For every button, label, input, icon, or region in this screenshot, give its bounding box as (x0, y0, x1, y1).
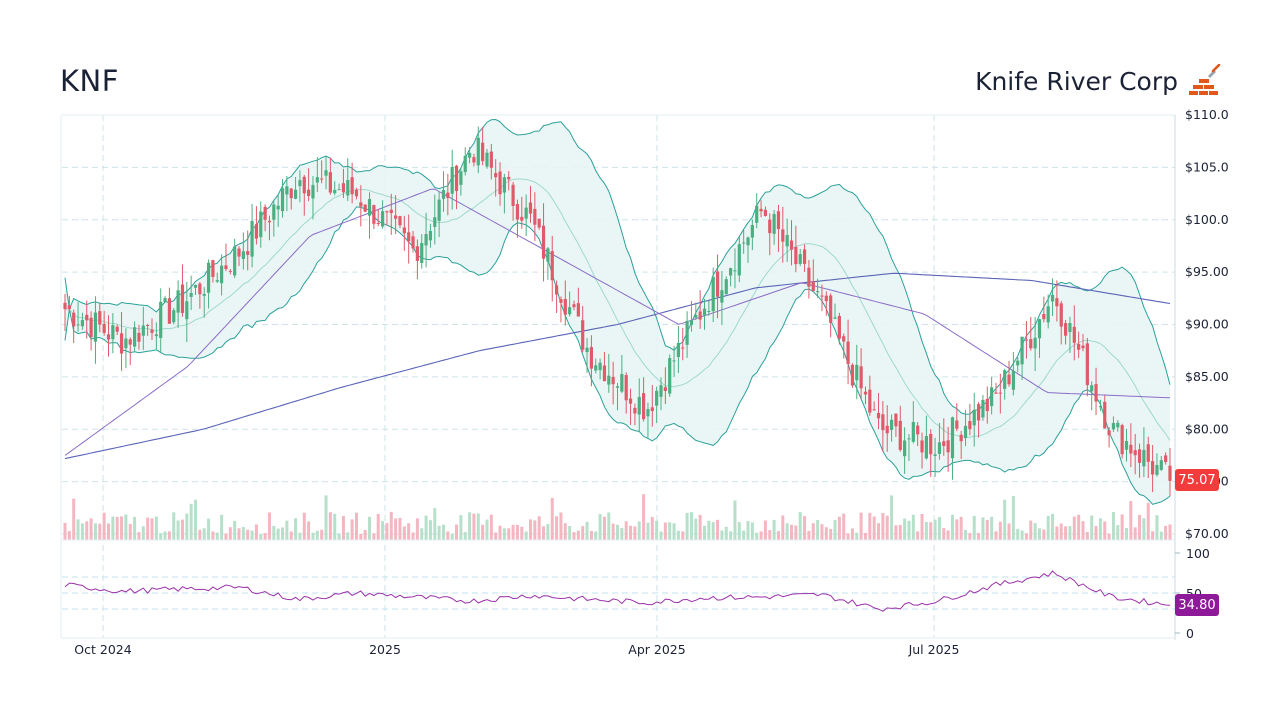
svg-text:$85.00: $85.00 (1185, 369, 1229, 384)
candlesticks (63, 126, 1172, 497)
ticker-symbol: KNF (60, 64, 119, 98)
volume-bars (63, 494, 1172, 540)
svg-text:Oct 2024: Oct 2024 (74, 642, 131, 657)
svg-text:$90.00: $90.00 (1185, 317, 1229, 332)
svg-text:$100.0: $100.0 (1185, 212, 1229, 227)
rsi-panel (62, 539, 1175, 639)
moving-averages (64, 188, 1171, 460)
svg-text:$105.0: $105.0 (1185, 159, 1229, 174)
last-rsi-badge: 34.80 (1175, 594, 1219, 616)
svg-text:100: 100 (1186, 546, 1210, 561)
last-price-badge: 75.07 (1175, 469, 1219, 491)
svg-text:$95.00: $95.00 (1185, 264, 1229, 279)
trowel-bricks-icon (1189, 64, 1221, 95)
svg-text:Apr 2025: Apr 2025 (628, 642, 685, 657)
svg-text:$70.00: $70.00 (1185, 526, 1229, 541)
svg-text:0: 0 (1186, 626, 1194, 641)
bollinger-bands (64, 118, 1171, 505)
svg-text:$110.0: $110.0 (1185, 107, 1229, 122)
svg-text:$80.00: $80.00 (1185, 421, 1229, 436)
svg-text:2025: 2025 (369, 642, 401, 657)
company-name: Knife River Corp (975, 67, 1178, 96)
svg-text:Jul 2025: Jul 2025 (908, 642, 960, 657)
